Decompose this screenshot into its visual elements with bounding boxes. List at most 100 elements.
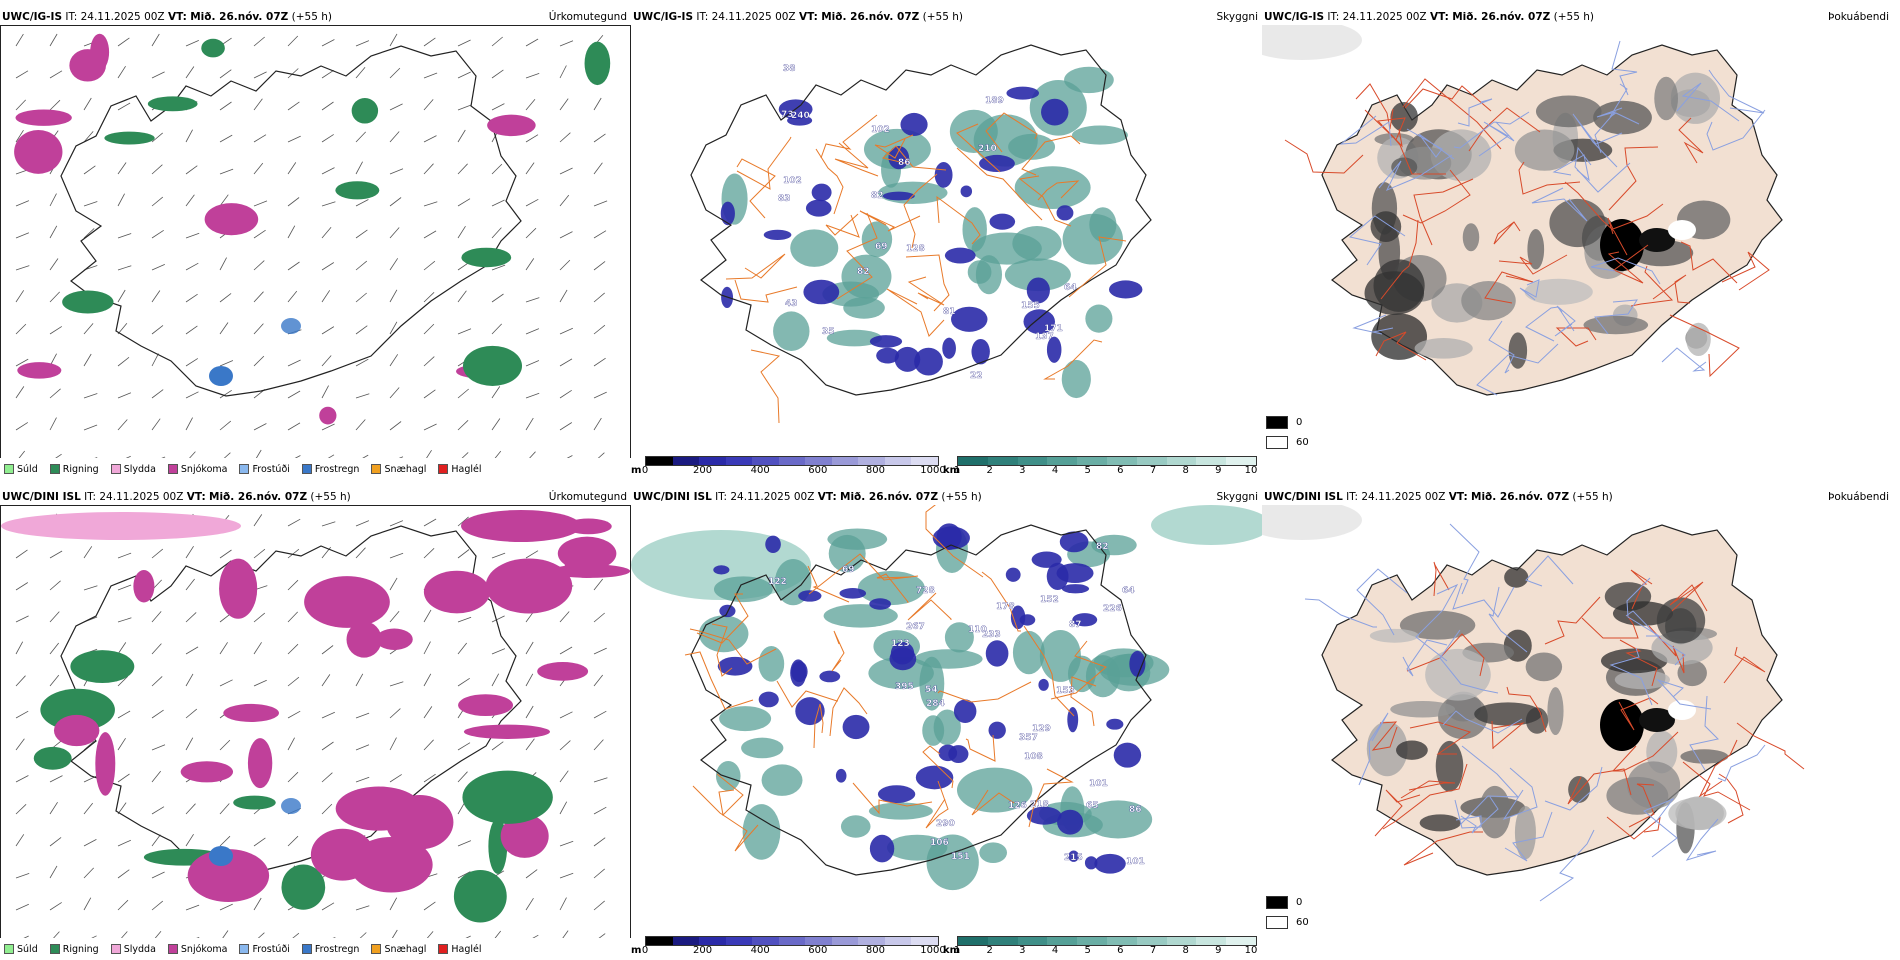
rain-area [462,770,553,824]
wind-barb [15,710,29,719]
legend-item: Súld [4,944,38,955]
colorbar-step [884,937,912,945]
freezing-rain-area [281,318,301,334]
colorbar-tick-label: 3 [1019,945,1026,956]
wind-barb [525,869,538,879]
wind-barb [321,674,331,687]
legend-label: Frostregn [314,463,360,475]
fog-index-area [1525,652,1563,682]
colorbar-step [911,937,939,945]
road-line [807,565,850,603]
wind-barb [219,322,229,335]
wind-barb [389,67,401,79]
road-line [1439,629,1499,694]
road-line [1021,135,1081,176]
visibility-panel-ig: UWC/IG-IS IT: 24.11.2025 00Z VT: Mið. 26… [631,10,1262,480]
wind-barb [15,290,25,303]
wind-barb [559,840,574,847]
fog-index-area [1425,648,1491,701]
wind-barb [593,162,603,175]
road-line [1606,816,1661,840]
colorbar-step [699,457,726,465]
road-line [1442,710,1523,734]
snow-area [564,549,609,579]
wind-barb [389,774,402,783]
sleet-area [1,512,241,540]
colorbar-tick-label: 10 [1244,945,1258,956]
rain-area [462,345,523,386]
colorbar-step [1136,457,1167,465]
colorbar-ticks: 1 2 3 4 5 6 7 8 9 10 [953,465,1258,479]
wind-barb [457,420,469,431]
wind-barb [423,706,433,719]
wind-barb [321,101,334,111]
wind-barb [185,165,198,175]
iceland-coastline [60,525,522,877]
colorbar-step [1017,457,1048,465]
fog-index-area [1419,814,1461,832]
cloud-base-label: 82 [1096,542,1109,552]
cloud-base-label: 102 [783,176,802,186]
low-visibility-area [1085,304,1113,333]
wind-barb [423,673,432,687]
low-visibility-area [857,570,925,606]
low-cloud-base-area [1056,205,1074,221]
wind-barb [83,546,93,559]
wind-barb [151,643,162,655]
snow-area [319,406,337,425]
visibility-map: 123 218 290 226 64 153 101 129 267 233 395 357 728 69… [631,505,1262,949]
wind-barb [15,33,24,47]
wind-barb [423,37,436,47]
wind-barb [15,549,28,559]
low-visibility-area [944,622,974,653]
wind-barb [49,550,63,559]
low-visibility-area [861,221,893,258]
low-visibility-area [868,657,934,690]
wind-barb [117,869,130,879]
wind-barb [457,677,470,687]
fog-index-area [1396,740,1428,760]
wind-barb [525,738,535,751]
wind-barb [185,545,194,559]
wind-barb [321,134,334,143]
wind-barb [49,674,60,687]
colorbar-step [1047,457,1078,465]
colorbar-tick-label: 600 [808,465,828,476]
fog-index-area [1366,721,1408,777]
wind-barb [287,197,300,207]
road-line [985,112,1038,153]
road-line [1380,219,1419,300]
wind-barb [15,265,30,271]
wind-barb [151,834,161,847]
fog-index-area [1508,332,1528,369]
colorbar-tick-label: 10 [1244,465,1258,476]
colorbar-step [987,457,1018,465]
low-visibility-area [1085,655,1120,698]
wind-barb [525,38,539,47]
cloud-base-label: 73 [781,110,794,120]
wind-barb [389,289,398,303]
fog-legend: 0 60 [1266,892,1309,932]
fog-panel-ig: UWC/IG-IS IT: 24.11.2025 00Z VT: Mið. 26… [1262,10,1893,480]
wind-barb [355,673,364,687]
colorbar-tick-label: 1 [953,465,961,476]
snow-area [15,109,72,126]
low-cloud-base-area [948,745,969,764]
colorbar-tick-label: 1 [953,945,961,956]
wind-barb [15,200,30,207]
wind-barb [355,520,370,527]
wind-barb [423,423,437,431]
colorbar-step [1077,937,1107,945]
wind-barb [83,97,92,111]
snow-area [247,738,273,789]
wind-barb [321,290,331,303]
road-line [1689,695,1720,771]
wind-barb [321,902,335,911]
colorbar-tick-label: 9 [1215,465,1222,476]
cloud-base-label: 267 [906,622,925,632]
legend-swatch [239,944,250,954]
low-cloud-base-area [894,346,921,372]
cloud-base-label: 395 [895,682,914,692]
road-line [684,651,754,710]
wind-barb [525,392,540,399]
